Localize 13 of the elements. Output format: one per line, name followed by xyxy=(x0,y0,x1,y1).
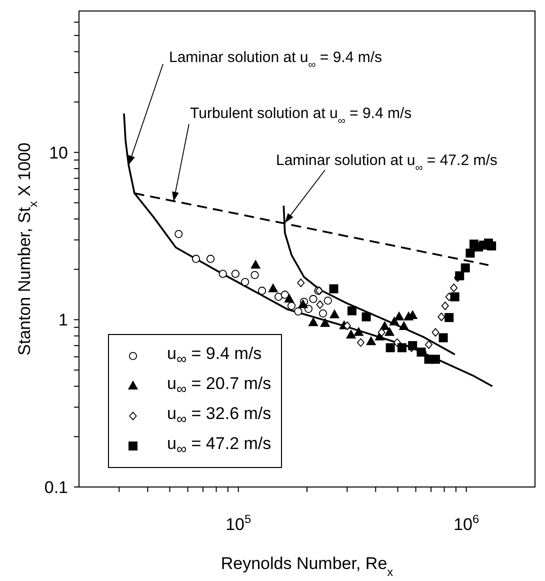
y-tick-label: 0.1 xyxy=(44,478,68,497)
x-tick-label: 10$^{6}$ xyxy=(454,512,480,534)
annotation: Laminar solution at u$_{∞}$ = 47.2 m/s xyxy=(276,152,498,174)
x-tick-label: 10$^{5}$ xyxy=(226,512,252,534)
legend-label: u$_{∞}$ = 47.2 m/s xyxy=(167,434,272,458)
legend-label: u$_{∞}$ = 20.7 m/s xyxy=(167,374,272,398)
x-axis-title: Reynolds Number, Re$_{x}$ xyxy=(220,554,394,579)
y-tick-label: 1 xyxy=(58,310,68,330)
legend-label: u$_{∞}$ = 9.4 m/s xyxy=(167,344,262,368)
y-tick-label: 10 xyxy=(49,143,68,162)
annotation: Turbulent solution at u$_{∞}$ = 9.4 m/s xyxy=(190,105,412,127)
legend-label: u$_{∞}$ = 32.6 m/s xyxy=(167,404,272,428)
annotation: Laminar solution at u$_{∞}$ = 9.4 m/s xyxy=(169,49,382,71)
